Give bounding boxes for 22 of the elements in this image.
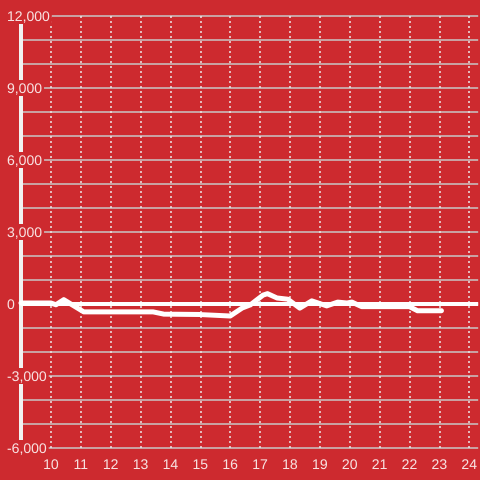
y-tick-label: 6,000 (7, 152, 42, 168)
x-tick-label: 12 (102, 456, 119, 472)
x-tick-label: 23 (432, 456, 448, 472)
y-tick-label: -6,000 (7, 440, 47, 456)
y-tick-label: 0 (7, 296, 15, 312)
x-tick-label: 11 (73, 456, 88, 472)
x-tick-label: 24 (461, 456, 478, 472)
x-tick-label: 14 (162, 456, 178, 472)
x-tick-label: 17 (252, 456, 268, 472)
x-tick-label: 19 (312, 456, 328, 472)
x-tick-label: 16 (222, 456, 238, 472)
x-tick-label: 20 (342, 456, 358, 472)
x-tick-label: 13 (132, 456, 149, 472)
x-tick-label: 18 (282, 456, 298, 472)
x-tick-label: 22 (402, 456, 418, 472)
y-tick-label: 9,000 (7, 80, 42, 96)
x-tick-label: 15 (192, 456, 208, 472)
y-tick-label: 3,000 (7, 224, 42, 240)
y-tick-label: 12,000 (7, 8, 50, 24)
x-tick-label: 10 (43, 456, 59, 472)
y-tick-label: -3,000 (7, 368, 47, 384)
x-tick-label: 21 (372, 456, 388, 472)
